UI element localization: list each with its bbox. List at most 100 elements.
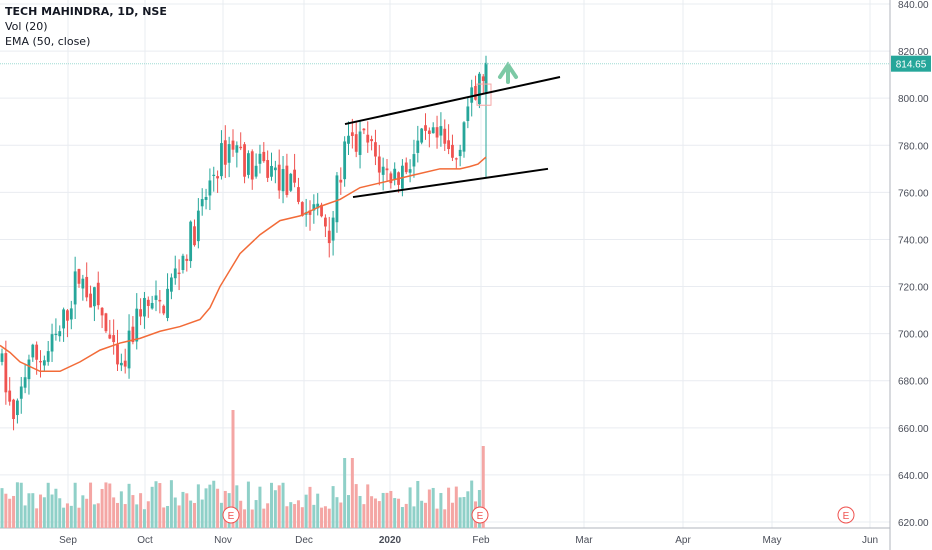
volume-bar bbox=[231, 410, 235, 528]
volume-bar bbox=[331, 486, 335, 528]
volume-bar bbox=[39, 494, 42, 528]
candle-body bbox=[166, 288, 169, 318]
x-tick-label: Nov bbox=[214, 535, 232, 546]
candle-body bbox=[293, 169, 296, 183]
volume-bar bbox=[377, 501, 381, 528]
candle-body bbox=[362, 128, 366, 131]
volume-bar bbox=[447, 487, 451, 528]
y-tick-label: 720.00 bbox=[898, 283, 929, 294]
candle-body bbox=[431, 127, 435, 134]
candle-body bbox=[150, 302, 154, 309]
x-tick-label: Feb bbox=[472, 535, 490, 546]
last-price-label-bg bbox=[891, 55, 931, 72]
volume-bar bbox=[358, 495, 362, 528]
candle-body bbox=[470, 87, 474, 103]
volume-bar bbox=[270, 482, 273, 528]
volume-bar bbox=[131, 495, 135, 528]
volume-bar bbox=[339, 502, 343, 528]
candle-body bbox=[416, 140, 420, 153]
volume-bar bbox=[416, 480, 420, 528]
candle-body bbox=[89, 293, 92, 308]
volume-bar bbox=[362, 504, 366, 528]
candle-body bbox=[208, 180, 212, 196]
volume-bar bbox=[23, 505, 27, 528]
volume-bar bbox=[443, 509, 447, 528]
candle-body bbox=[8, 390, 12, 402]
volume-bar bbox=[373, 498, 377, 528]
candle-body bbox=[254, 165, 258, 177]
candle-body bbox=[173, 268, 177, 279]
volume-bar bbox=[289, 502, 293, 528]
candle-body bbox=[227, 144, 231, 163]
candle-body bbox=[354, 134, 358, 152]
volume-bar bbox=[323, 506, 327, 528]
candle-body bbox=[266, 160, 270, 178]
volume-bar bbox=[193, 502, 196, 528]
candle-body bbox=[474, 85, 477, 100]
candle-body bbox=[35, 344, 39, 360]
candle-body bbox=[158, 299, 162, 302]
candle-body bbox=[231, 140, 235, 150]
volume-bar bbox=[177, 505, 181, 528]
candle-body bbox=[54, 333, 58, 336]
candle-body bbox=[185, 258, 189, 261]
channel-lower-line bbox=[352, 167, 549, 199]
candle-body bbox=[181, 255, 185, 271]
volume-bar bbox=[112, 497, 116, 528]
volume-bar bbox=[239, 500, 243, 528]
volume-bar bbox=[158, 483, 162, 528]
volume-bar bbox=[204, 488, 208, 528]
volume-bar bbox=[285, 506, 289, 528]
candle-body bbox=[381, 166, 385, 175]
volume-bar bbox=[4, 493, 8, 528]
candle-body bbox=[481, 76, 485, 81]
volume-bar bbox=[454, 486, 458, 528]
volume-bar bbox=[142, 509, 146, 528]
candle-body bbox=[347, 135, 350, 144]
candle-body bbox=[177, 272, 181, 275]
volume-bar bbox=[42, 497, 46, 528]
volume-bar bbox=[308, 486, 312, 528]
volume-bar bbox=[139, 493, 143, 528]
candle-body bbox=[366, 134, 370, 143]
candle-body bbox=[447, 140, 450, 150]
candle-body bbox=[389, 173, 393, 184]
candle-body bbox=[377, 156, 381, 173]
volume-bar bbox=[293, 504, 297, 528]
volume-bar bbox=[350, 458, 354, 528]
candle-body bbox=[374, 142, 377, 157]
y-tick-label: 680.00 bbox=[898, 377, 929, 388]
candle-body bbox=[196, 210, 200, 242]
volume-bar bbox=[108, 483, 112, 528]
candle-body bbox=[27, 359, 31, 380]
candle-body bbox=[427, 130, 431, 134]
volume-bar bbox=[46, 482, 50, 528]
candle-body bbox=[223, 140, 227, 165]
volume-bar bbox=[250, 509, 254, 528]
volume-bar bbox=[300, 507, 304, 528]
candle-body bbox=[50, 334, 54, 352]
candle-body bbox=[424, 125, 427, 131]
volume-bar bbox=[85, 498, 89, 528]
candle-body bbox=[285, 165, 289, 195]
volume-bar bbox=[243, 509, 247, 528]
volume-bar bbox=[119, 491, 123, 528]
candle-body bbox=[23, 377, 27, 388]
volume-bar bbox=[123, 504, 127, 528]
candle-body bbox=[320, 204, 323, 217]
candle-body bbox=[69, 308, 73, 320]
y-tick-label: 760.00 bbox=[898, 188, 929, 199]
candle-body bbox=[458, 149, 462, 157]
volume-bar bbox=[89, 482, 93, 528]
volume-bar bbox=[19, 482, 23, 528]
candle-body bbox=[250, 151, 254, 180]
candle-body bbox=[123, 360, 127, 367]
volume-bar bbox=[27, 493, 31, 528]
x-tick-label: Oct bbox=[137, 535, 153, 546]
candle-body bbox=[258, 153, 262, 164]
volume-bar bbox=[320, 507, 324, 528]
candle-body bbox=[58, 331, 62, 337]
volume-bar bbox=[100, 488, 104, 528]
volume-bar bbox=[212, 480, 216, 528]
